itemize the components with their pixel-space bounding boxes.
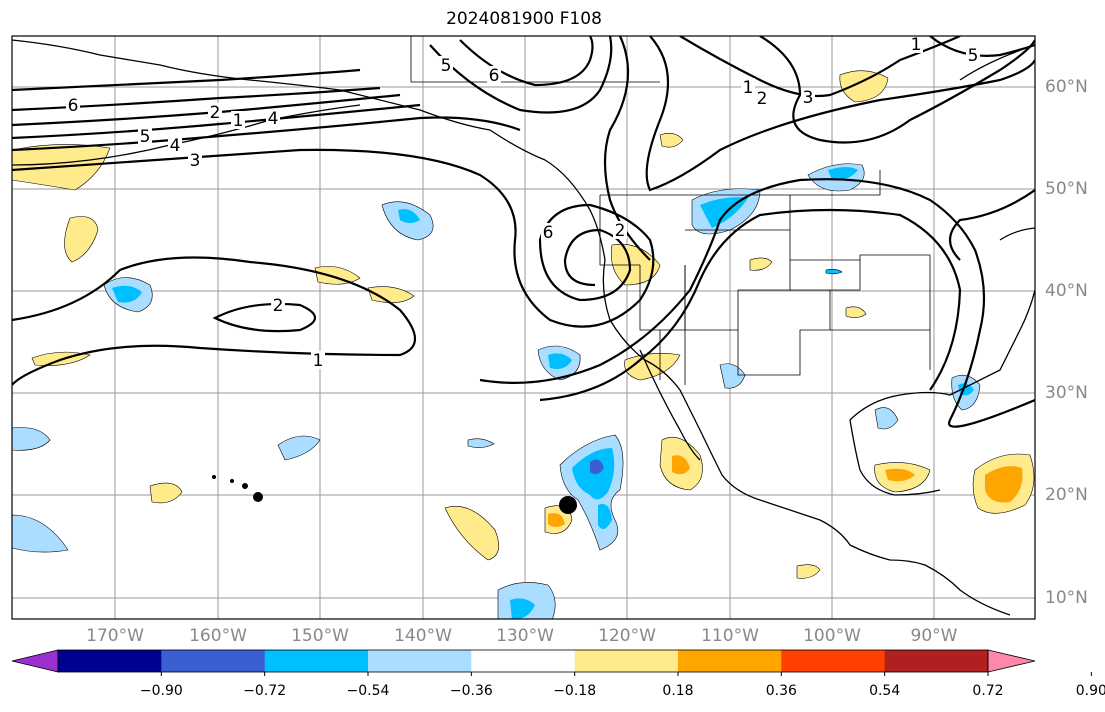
- lon-label: 110°W: [701, 626, 759, 646]
- colorbar-segment: [368, 650, 472, 672]
- lon-label: 170°W: [86, 626, 144, 646]
- colorbar-tick-label: −0.18: [553, 683, 597, 699]
- lon-label: 130°W: [496, 626, 554, 646]
- lat-label: 40°N: [1045, 281, 1088, 301]
- map-frame: [11, 35, 1036, 620]
- colorbar-tick-label: 0.72: [972, 683, 1004, 699]
- contour-label: 1: [313, 351, 324, 371]
- contour-label: 2: [615, 221, 626, 241]
- colorbar-tick-label: −0.72: [243, 683, 287, 699]
- contour-label: 5: [140, 127, 151, 147]
- graticule: [12, 36, 1035, 619]
- lon-label: 150°W: [291, 626, 349, 646]
- hawaii-islands: [212, 475, 263, 502]
- lat-label: 60°N: [1045, 77, 1088, 97]
- lat-label: 10°N: [1045, 588, 1088, 608]
- contour-label: 4: [170, 136, 181, 156]
- colorbar-tick-label: 0.18: [662, 683, 694, 699]
- map-title: 2024081900 F108: [446, 9, 602, 29]
- contour-label: 5: [968, 46, 979, 66]
- lon-label: 90°W: [910, 626, 958, 646]
- contour-label: 1: [743, 78, 754, 98]
- colorbar-tick-label: 0.90: [1075, 683, 1105, 699]
- colorbar-tick-label: −0.36: [449, 683, 493, 699]
- coastlines: [12, 39, 1035, 616]
- storm-center-marker: [559, 496, 577, 514]
- contour-label: 6: [489, 66, 500, 86]
- contour-label: 6: [68, 96, 79, 116]
- contour-label: 3: [190, 151, 201, 171]
- colorbar-segment: [471, 650, 576, 672]
- colorbar-segment: [678, 650, 782, 672]
- colorbar-segment: [781, 650, 886, 672]
- colorbar-min-extend: [11, 649, 59, 673]
- contour-label: 6: [543, 223, 554, 243]
- colorbar-segment: [58, 650, 162, 672]
- contour-label: 5: [441, 56, 452, 76]
- contour-label: 4: [268, 109, 279, 129]
- colorbar-tick-label: −0.90: [139, 683, 183, 699]
- colorbar-segment: [264, 650, 369, 672]
- colorbar-segment: [574, 650, 679, 672]
- lon-label: 140°W: [394, 626, 452, 646]
- lat-label: 50°N: [1045, 179, 1088, 199]
- contour-label: 2: [210, 103, 221, 123]
- contour-label: 1: [911, 35, 922, 55]
- lat-label: 20°N: [1045, 485, 1088, 505]
- contour-label: 2: [757, 89, 768, 109]
- contour-label: 1: [233, 111, 244, 131]
- colorbar-segment: [161, 650, 266, 672]
- lat-label: 30°N: [1045, 383, 1088, 403]
- colorbar-tick-label: 0.54: [869, 683, 901, 699]
- colorbar-tick-label: 0.36: [765, 683, 797, 699]
- contour-label: 3: [803, 88, 814, 108]
- political-borders: [410, 36, 931, 385]
- colorbar: [11, 649, 1092, 676]
- colorbar-segment: [884, 650, 989, 672]
- colorbar-max-extend: [987, 649, 1036, 673]
- height-contours: [12, 36, 1035, 428]
- lon-label: 160°W: [189, 626, 247, 646]
- lon-label: 100°W: [803, 626, 861, 646]
- lon-label: 120°W: [598, 626, 656, 646]
- contour-label: 2: [273, 296, 284, 316]
- colorbar-tick-label: −0.54: [346, 683, 390, 699]
